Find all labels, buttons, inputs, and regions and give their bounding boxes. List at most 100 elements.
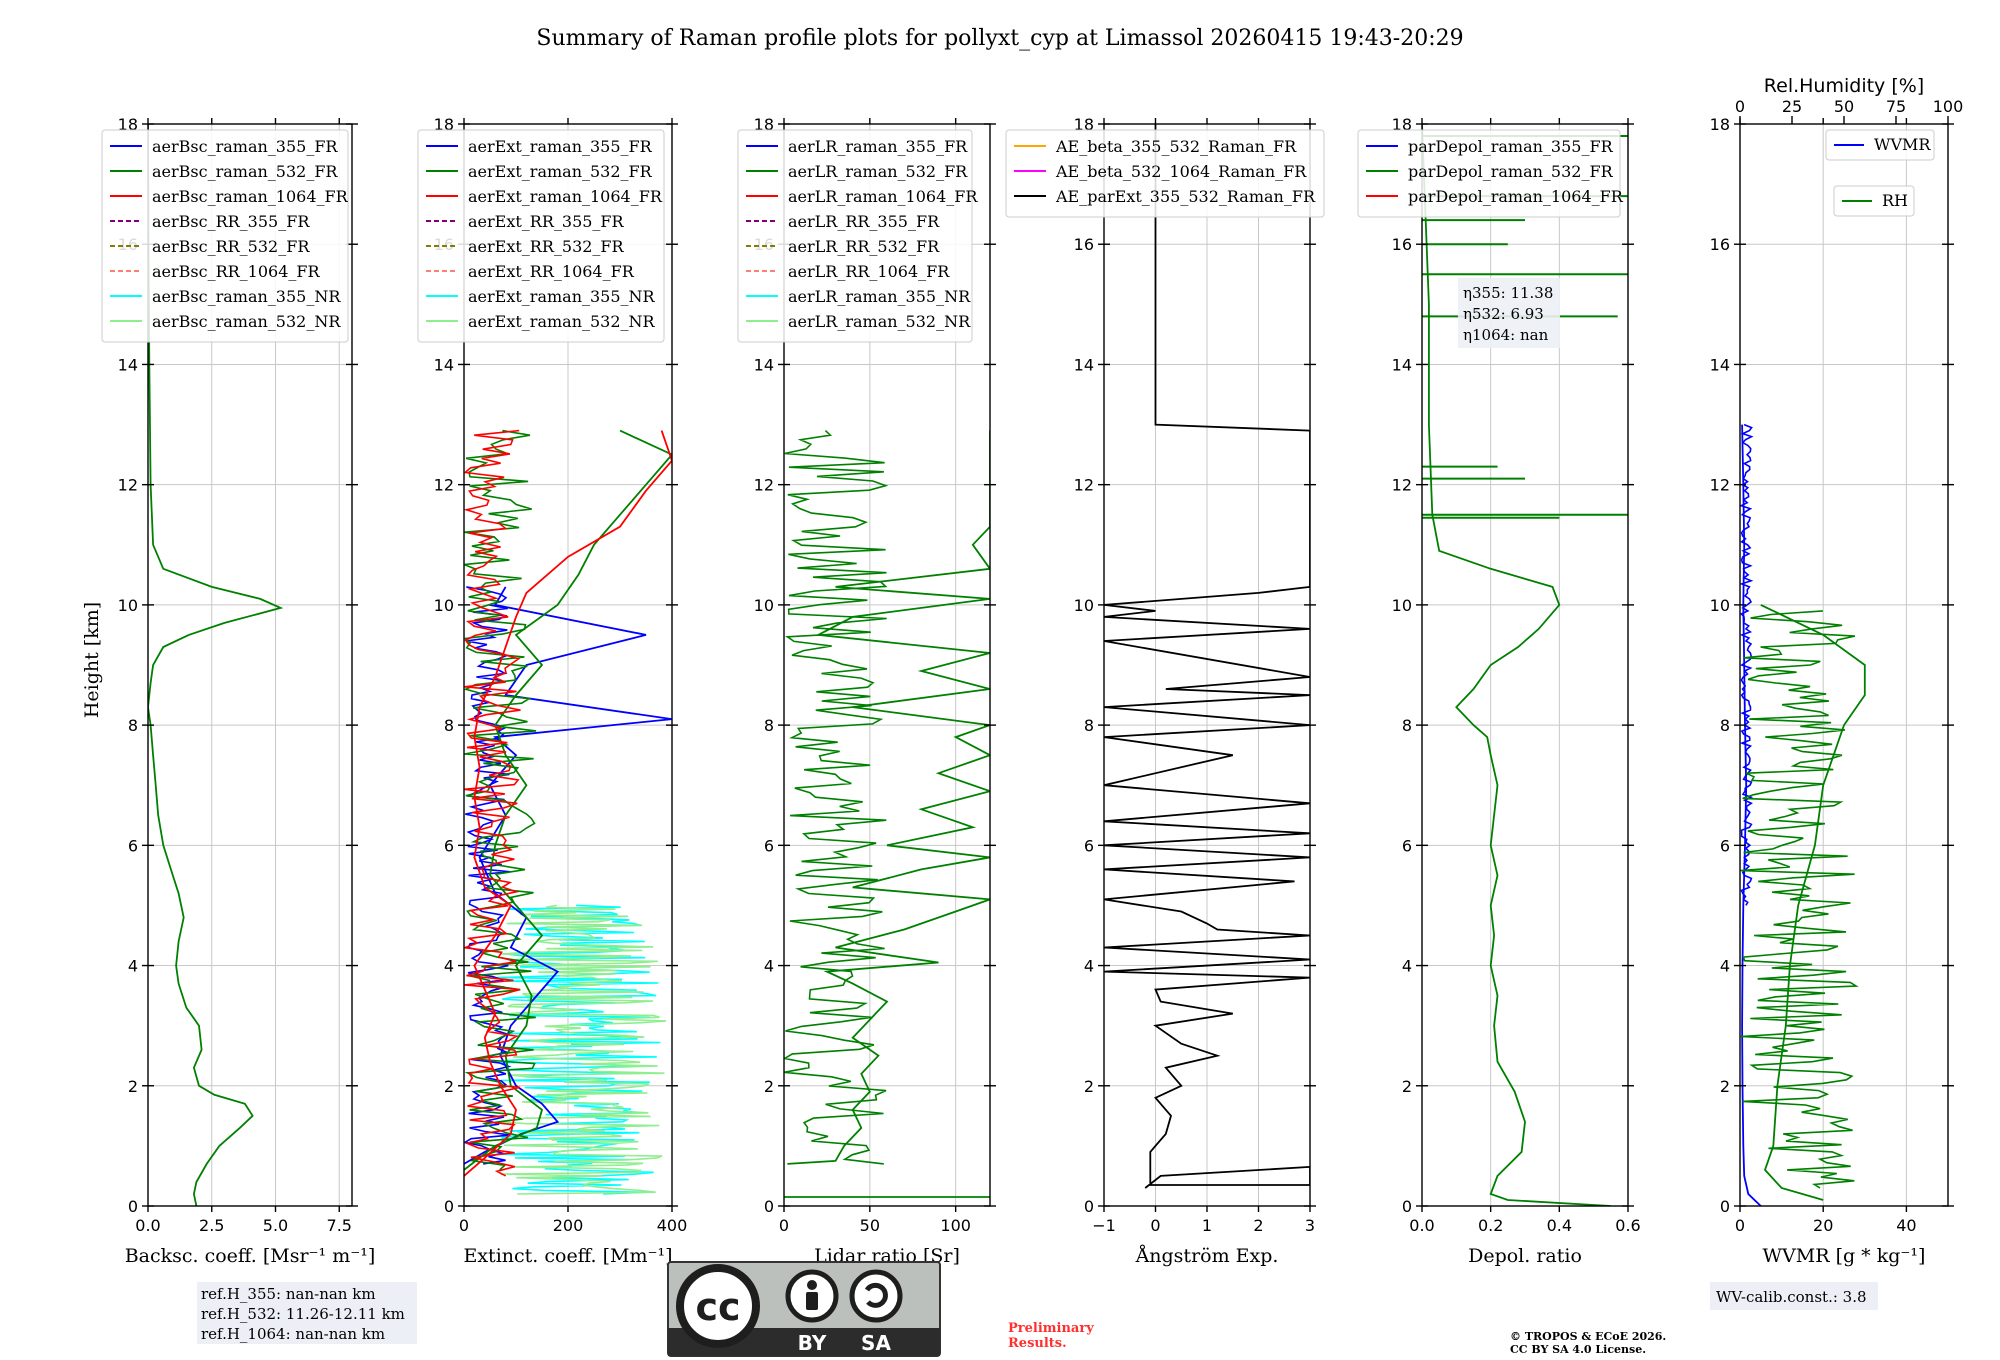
y-tick-label: 14 [118,355,138,374]
panel-frame [783,123,991,1207]
y-tick-label: 6 [1402,836,1412,855]
y-tick-label: 16 [1074,235,1094,254]
x-tick-label: 0.0 [1409,1216,1434,1235]
x-tick-label: 2 [1253,1216,1263,1235]
legend-label: aerLR_raman_532_NR [788,312,971,331]
y-tick-label: 4 [764,957,774,976]
legend-label: aerLR_raman_355_NR [788,287,971,306]
legend-label: WVMR [1874,135,1931,154]
x-tick-label: 0.0 [135,1216,160,1235]
y-tick-label: 2 [764,1077,774,1096]
legend-label: aerExt_RR_532_FR [468,237,625,256]
series-WVMR [1741,424,1762,1206]
panel-wv: 0 2 4 6 8 10 12 14 16 18 0 20 40 WVMR [g * kg⁻¹] 0 25 50… [1710,75,1963,1310]
legend-label: aerExt_raman_532_NR [468,312,656,331]
series-group [464,429,672,1195]
y-tick-label: 12 [1392,476,1412,495]
y-tick-label: 18 [118,115,138,134]
panel-lr: 024681012141618050100Lidar ratio [Sr]aer… [737,115,996,1267]
legend-label: aerBsc_RR_355_FR [152,212,310,231]
y-tick-label: 12 [118,476,138,495]
panel-frame [1739,123,1949,1207]
series-aerLR_raman_532_FR [787,430,990,1165]
top-axis-label: Rel.Humidity [%] [1764,75,1924,97]
legend-box [1833,185,1915,217]
share-alike-arrow-icon [864,1282,888,1308]
legend-box [1825,129,1935,161]
wv-calib-box [1710,1282,1878,1310]
legend-label: aerBsc_raman_355_FR [152,137,338,156]
y-tick-label: 18 [754,115,774,134]
legend-box [737,129,973,343]
y-tick-label: 10 [1710,596,1730,615]
legend-label: AE_beta_532_1064_Raman_FR [1055,162,1307,181]
x-tick-label: 7.5 [327,1216,352,1235]
legend-label: parDepol_raman_355_FR [1408,137,1614,156]
x-tick-label: 50 [860,1216,880,1235]
y-tick-label: 4 [1720,957,1730,976]
y-tick-label: 12 [1710,476,1730,495]
x-tick-label: 20 [1813,1216,1833,1235]
x-tick-label: 400 [657,1216,688,1235]
y-tick-label: 0 [1084,1197,1094,1216]
legend-label: aerExt_raman_355_NR [468,287,656,306]
legend-label: parDepol_raman_1064_FR [1408,187,1624,206]
x-tick-label: −1 [1092,1216,1116,1235]
legend-label: AE_beta_355_532_Raman_FR [1055,137,1297,156]
y-tick-label: 18 [1710,115,1730,134]
cc-logo-icon [676,1264,760,1348]
depol-info-line: η532: 6.93 [1463,305,1544,323]
legend-ae: AE_beta_355_532_Raman_FR AE_beta_532_1064… [1005,129,1325,218]
x-axis-label-wv: WVMR [g * kg⁻¹] [1763,1245,1926,1267]
y-tick-label: 10 [754,596,774,615]
y-tick-label: 2 [128,1077,138,1096]
legend-label: aerBsc_raman_1064_FR [152,187,349,206]
y-tick-label: 10 [118,596,138,615]
legend-label: aerExt_raman_532_FR [468,162,653,181]
preliminary-line-1: Preliminary [1008,1321,1094,1336]
depol-info-line: η1064: nan [1463,326,1549,344]
cc-logo-text: cc [695,1285,740,1329]
y-tick-label: 18 [1392,115,1412,134]
legend-label: aerLR_RR_1064_FR [788,262,950,281]
y-tick-label: 2 [444,1077,454,1096]
x-tick-label: 0 [1150,1216,1160,1235]
top-tick-label: 25 [1782,97,1802,116]
x-tick-label: 0.2 [1478,1216,1503,1235]
y-tick-label: 16 [1392,235,1412,254]
x-tick-label: 3 [1305,1216,1315,1235]
y-tick-label: 6 [1084,836,1094,855]
series-group [148,124,284,1206]
y-tick-label: 14 [1074,355,1094,374]
y-tick-label: 0 [444,1197,454,1216]
y-tick-label: 8 [444,716,454,735]
ref-h-1064: ref.H_1064: nan-nan km [201,1325,385,1343]
y-tick-label: 10 [434,596,454,615]
legend-depol: parDepol_raman_355_FR parDepol_raman_532_… [1357,129,1624,218]
x-axis-label-ext: Extinct. coeff. [Mm⁻¹] [463,1245,672,1267]
y-tick-label: 8 [1720,716,1730,735]
y-tick-label: 4 [1084,957,1094,976]
series-group [1104,124,1310,1189]
x-tick-label: 40 [1896,1216,1916,1235]
y-tick-label: 0 [764,1197,774,1216]
y-tick-label: 18 [434,115,454,134]
legend-label: aerBsc_raman_355_NR [152,287,341,306]
series-aerExt_raman_1064_FR [464,430,672,1177]
wv-calib-text: WV-calib.const.: 3.8 [1716,1288,1867,1306]
legend-ext: aerExt_raman_355_FR aerExt_raman_532_FRae… [417,129,665,343]
person-body-icon [806,1292,818,1310]
series-RH [1760,604,1866,1201]
y-tick-label: 4 [128,957,138,976]
x-tick-label: 1 [1202,1216,1212,1235]
series-AE_parExt_355_532_Raman_FR [1104,124,1310,1189]
series-noise-aerExt_raman_1064_FR [464,429,521,1177]
cc-by-sa-badge[interactable]: cc BY SA [667,1261,941,1357]
legend-bsc: aerBsc_raman_355_FR aerBsc_raman_532_FRae… [101,129,349,343]
series-group [1740,423,1866,1206]
y-tick-label: 0 [128,1197,138,1216]
legend-box [1357,129,1621,218]
y-tick-label: 14 [1710,355,1730,374]
